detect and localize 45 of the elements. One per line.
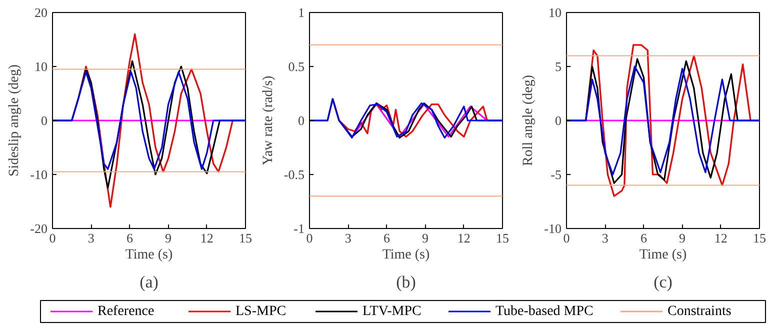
legend-label: Constraints <box>668 304 732 319</box>
y-tick-label: 0 <box>555 113 562 128</box>
x-tick-label: 3 <box>88 230 94 246</box>
y-tick-label: -10 <box>30 167 48 182</box>
y-tick-label: 10 <box>34 59 48 74</box>
x-axis-title: Time (s) <box>125 248 173 262</box>
y-tick-label: 20 <box>34 5 48 20</box>
y-tick-label: -5 <box>550 167 562 182</box>
x-tick-label: 6 <box>126 230 134 246</box>
y-axis-title: Yaw rate (rad/s) <box>260 75 276 166</box>
x-axis-title: Time (s) <box>382 248 430 262</box>
x-tick-label: 9 <box>422 230 429 246</box>
x-tick-label: 3 <box>602 230 608 246</box>
x-axis-title: Time (s) <box>639 248 687 262</box>
line-series <box>52 71 246 170</box>
legend-label: LTV-MPC <box>362 304 422 319</box>
x-tick-label: 9 <box>165 230 172 246</box>
text: (c) <box>654 272 672 292</box>
x-tick-label: 6 <box>640 230 648 246</box>
text: (b) <box>396 272 416 292</box>
x-tick-label: 15 <box>239 230 252 246</box>
y-tick-label: 0 <box>41 113 48 128</box>
x-tick-label: 12 <box>200 230 214 246</box>
y-tick-label: -1 <box>294 221 305 236</box>
y-tick-label: -20 <box>30 221 48 236</box>
y-tick-label: 10 <box>548 5 562 20</box>
x-tick-label: 12 <box>714 230 728 246</box>
y-tick-label: -0.5 <box>284 167 305 182</box>
y-axis-title: Roll angle (deg) <box>521 74 536 166</box>
y-tick-label: 5 <box>555 59 562 74</box>
x-tick-label: 15 <box>753 230 766 246</box>
y-tick-label: 0 <box>298 113 304 128</box>
y-tick-label: 0.5 <box>288 59 304 74</box>
legend-label: LS-MPC <box>236 304 286 319</box>
y-tick-label: -10 <box>544 221 562 236</box>
legend-label: Tube-based MPC <box>496 304 594 319</box>
text: (a) <box>140 272 158 292</box>
x-tick-label: 6 <box>383 230 390 246</box>
legend-label: Reference <box>98 304 154 319</box>
x-tick-label: 9 <box>679 230 686 246</box>
y-tick-label: 1 <box>298 5 304 20</box>
x-tick-label: 3 <box>344 230 352 246</box>
x-tick-label: 12 <box>457 230 470 246</box>
x-tick-label: 15 <box>496 230 509 246</box>
y-axis-title: Sideslip angle (deg) <box>7 64 22 176</box>
